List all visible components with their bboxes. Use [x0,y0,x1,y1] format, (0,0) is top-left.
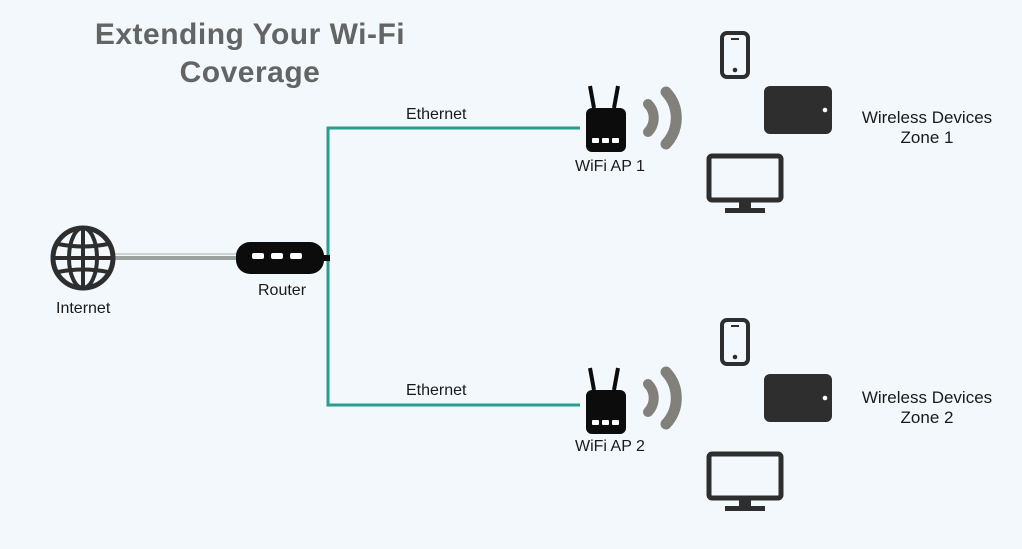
edge-router-ap1 [328,128,580,258]
zone2-phone-icon [722,320,748,364]
zone2-line1: Wireless Devices [862,388,992,407]
internet-icon [53,228,113,288]
ap2-label: WiFi AP 2 [575,438,645,456]
zone1-line2: Zone 1 [901,128,954,147]
router-label: Router [258,282,306,300]
ap2-icon [586,368,626,434]
zone1-tablet-icon [764,86,832,134]
zone2-label: Wireless Devices Zone 2 [852,388,1002,428]
zone1-label: Wireless Devices Zone 1 [852,108,1002,148]
wifi-waves-2 [648,372,676,424]
ap1-icon [586,86,626,152]
zone1-monitor-icon [709,156,781,213]
ap1-label: WiFi AP 1 [575,158,645,176]
zone1-phone-icon [722,33,748,77]
ethernet1-label: Ethernet [406,106,466,124]
zone1-line1: Wireless Devices [862,108,992,127]
router-icon [236,242,330,274]
network-diagram [0,0,1022,549]
wifi-waves-1 [648,92,676,144]
zone2-line2: Zone 2 [901,408,954,427]
ethernet2-label: Ethernet [406,382,466,400]
zone2-monitor-icon [709,454,781,511]
internet-label: Internet [56,300,110,318]
zone2-tablet-icon [764,374,832,422]
